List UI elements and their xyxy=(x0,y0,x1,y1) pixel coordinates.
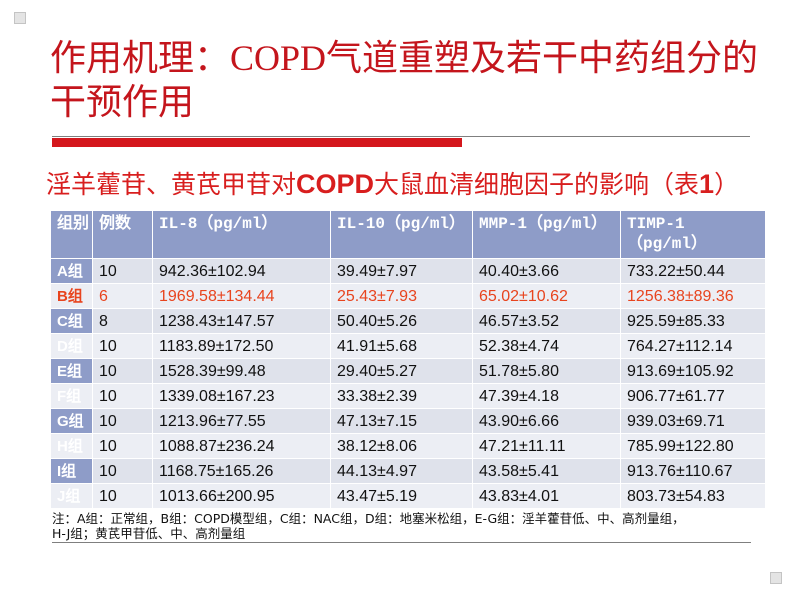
caption-bold-part: 1 xyxy=(699,169,715,199)
cell-n: 10 xyxy=(92,258,153,284)
header-timp1-line-1: TIMP-1 xyxy=(627,215,685,233)
cell-mmp1: 43.58±5.41 xyxy=(472,458,621,484)
cell-il8: 1238.43±147.57 xyxy=(152,308,331,334)
cell-n: 10 xyxy=(92,383,153,409)
cell-n: 8 xyxy=(92,308,153,334)
cell-n: 10 xyxy=(92,333,153,359)
cell-il10: 33.38±2.39 xyxy=(330,383,473,409)
cell-group: G组 xyxy=(50,408,93,434)
table-caption: 淫羊藿苷、黄芪甲苷对COPD大鼠血清细胞因子的影响（表1） xyxy=(46,168,739,201)
cell-il10: 29.40±5.27 xyxy=(330,358,473,384)
cell-group: J组 xyxy=(50,483,93,509)
cell-timp1: 913.69±105.92 xyxy=(620,358,766,384)
cell-group: E组 xyxy=(50,358,93,384)
cytokine-table: 组别 例数 IL-8（pg/ml） IL-10（pg/ml） MMP-1（pg/… xyxy=(50,210,766,509)
table-row-highlighted: B组 6 1969.58±134.44 25.43±7.93 65.02±10.… xyxy=(50,283,766,309)
caption-part: ） xyxy=(714,170,740,199)
footnote-line-1: 注：A组：正常组，B组：COPD模型组，C组：NAC组，D组：地塞米松组，E-G… xyxy=(52,511,685,526)
header-mmp1: MMP-1（pg/ml） xyxy=(472,210,621,259)
cell-group: C组 xyxy=(50,308,93,334)
slide-title-line-2: 干预作用 xyxy=(50,82,195,122)
cell-mmp1: 47.39±4.18 xyxy=(472,383,621,409)
cell-mmp1: 65.02±10.62 xyxy=(472,283,621,309)
cell-il10: 39.49±7.97 xyxy=(330,258,473,284)
title-accent-bar xyxy=(52,138,462,147)
cell-il8: 1088.87±236.24 xyxy=(152,433,331,459)
cell-group: A组 xyxy=(50,258,93,284)
cell-il10: 47.13±7.15 xyxy=(330,408,473,434)
decorative-square xyxy=(14,12,26,24)
cell-mmp1: 52.38±4.74 xyxy=(472,333,621,359)
cell-group: H组 xyxy=(50,433,93,459)
cell-group: F组 xyxy=(50,383,93,409)
cell-il8: 1339.08±167.23 xyxy=(152,383,331,409)
table-row: J组 10 1013.66±200.95 43.47±5.19 43.83±4.… xyxy=(50,483,766,509)
table-footnote: 注：A组：正常组，B组：COPD模型组，C组：NAC组，D组：地塞米松组，E-G… xyxy=(52,511,685,541)
cell-n: 10 xyxy=(92,358,153,384)
cell-timp1: 906.77±61.77 xyxy=(620,383,766,409)
cell-timp1: 733.22±50.44 xyxy=(620,258,766,284)
cell-timp1: 803.73±54.83 xyxy=(620,483,766,509)
cell-il10: 41.91±5.68 xyxy=(330,333,473,359)
header-n: 例数 xyxy=(92,210,153,259)
cell-mmp1: 43.83±4.01 xyxy=(472,483,621,509)
cell-timp1: 1256.38±89.36 xyxy=(620,283,766,309)
caption-part: 淫羊藿苷、黄芪甲苷对 xyxy=(46,170,297,199)
cell-il8: 1183.89±172.50 xyxy=(152,333,331,359)
cell-n: 10 xyxy=(92,458,153,484)
cell-timp1: 764.27±112.14 xyxy=(620,333,766,359)
cell-n: 10 xyxy=(92,483,153,509)
table-row: A组 10 942.36±102.94 39.49±7.97 40.40±3.6… xyxy=(50,258,766,284)
caption-bold-part: COPD xyxy=(296,169,375,199)
decorative-square xyxy=(770,572,782,584)
cell-il10: 25.43±7.93 xyxy=(330,283,473,309)
cell-il10: 38.12±8.06 xyxy=(330,433,473,459)
table-row: E组 10 1528.39±99.48 29.40±5.27 51.78±5.8… xyxy=(50,358,766,384)
cell-group: I组 xyxy=(50,458,93,484)
cell-group: B组 xyxy=(50,283,93,309)
cell-il8: 942.36±102.94 xyxy=(152,258,331,284)
table-row: D组 10 1183.89±172.50 41.91±5.68 52.38±4.… xyxy=(50,333,766,359)
cell-timp1: 939.03±69.71 xyxy=(620,408,766,434)
cell-il10: 50.40±5.26 xyxy=(330,308,473,334)
cell-mmp1: 40.40±3.66 xyxy=(472,258,621,284)
cell-mmp1: 43.90±6.66 xyxy=(472,408,621,434)
header-timp1: TIMP-1 （pg/ml） xyxy=(620,210,766,259)
cell-n: 10 xyxy=(92,433,153,459)
cell-mmp1: 46.57±3.52 xyxy=(472,308,621,334)
cell-timp1: 925.59±85.33 xyxy=(620,308,766,334)
cell-mmp1: 51.78±5.80 xyxy=(472,358,621,384)
footnote-line-2: H-J组；黄芪甲苷低、中、高剂量组 xyxy=(52,526,246,541)
cell-il8: 1168.75±165.26 xyxy=(152,458,331,484)
header-group: 组别 xyxy=(50,210,93,259)
cell-group: D组 xyxy=(50,333,93,359)
table-row: G组 10 1213.96±77.55 47.13±7.15 43.90±6.6… xyxy=(50,408,766,434)
table-row: I组 10 1168.75±165.26 44.13±4.97 43.58±5.… xyxy=(50,458,766,484)
header-il8: IL-8（pg/ml） xyxy=(152,210,331,259)
cell-il10: 44.13±4.97 xyxy=(330,458,473,484)
cell-timp1: 785.99±122.80 xyxy=(620,433,766,459)
cell-mmp1: 47.21±11.11 xyxy=(472,433,621,459)
cell-n: 10 xyxy=(92,408,153,434)
footnote-divider-line xyxy=(52,542,751,543)
cell-il8: 1213.96±77.55 xyxy=(152,408,331,434)
table-row: C组 8 1238.43±147.57 50.40±5.26 46.57±3.5… xyxy=(50,308,766,334)
cell-il10: 43.47±5.19 xyxy=(330,483,473,509)
cell-il8: 1013.66±200.95 xyxy=(152,483,331,509)
cell-il8: 1969.58±134.44 xyxy=(152,283,331,309)
cell-il8: 1528.39±99.48 xyxy=(152,358,331,384)
table-header-row: 组别 例数 IL-8（pg/ml） IL-10（pg/ml） MMP-1（pg/… xyxy=(50,210,766,259)
slide-title: 作用机理：COPD气道重塑及若干中药组分的 干预作用 xyxy=(50,36,758,124)
table-row: F组 10 1339.08±167.23 33.38±2.39 47.39±4.… xyxy=(50,383,766,409)
caption-part: 大鼠血清细胞因子的影响（表 xyxy=(374,170,700,199)
table-row: H组 10 1088.87±236.24 38.12±8.06 47.21±11… xyxy=(50,433,766,459)
cell-n: 6 xyxy=(92,283,153,309)
header-timp1-line-2: （pg/ml） xyxy=(627,235,708,253)
header-il10: IL-10（pg/ml） xyxy=(330,210,473,259)
cell-timp1: 913.76±110.67 xyxy=(620,458,766,484)
title-divider-line xyxy=(52,136,750,137)
slide-title-line-1: 作用机理：COPD气道重塑及若干中药组分的 xyxy=(50,38,759,78)
